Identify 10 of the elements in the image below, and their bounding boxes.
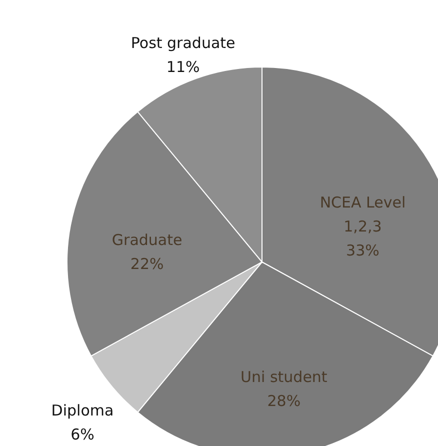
slice-label: Graduate — [112, 231, 182, 250]
slice-label: NCEA Level 1,2,3 — [320, 193, 406, 236]
data-label: 28% — [267, 392, 301, 410]
data-label: 6% — [70, 426, 94, 444]
slice-label: Post graduate — [130, 34, 236, 52]
data-label: 22% — [130, 255, 164, 274]
slice-label: Diploma — [51, 402, 114, 420]
slice-label: Uni student — [240, 368, 328, 386]
data-label: 11% — [166, 58, 200, 76]
data-label: 33% — [346, 241, 380, 260]
